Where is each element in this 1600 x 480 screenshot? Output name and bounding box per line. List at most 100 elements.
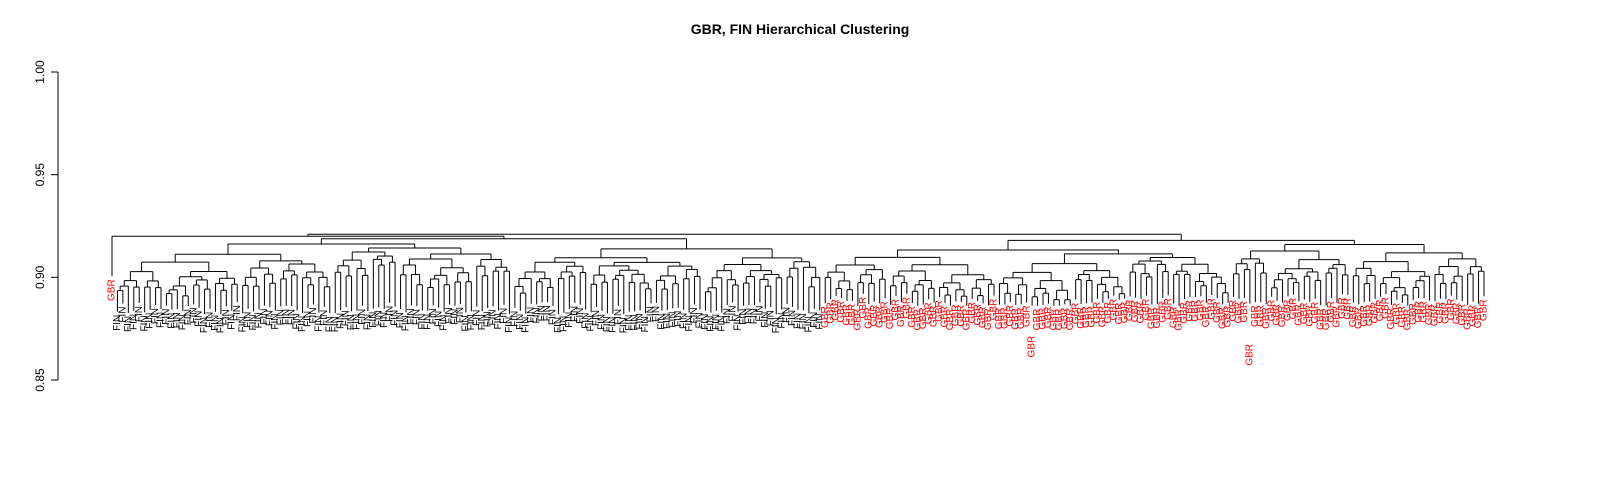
leaf-label: FIN	[401, 315, 412, 331]
leaf-label: FIN	[814, 314, 825, 330]
leaf-label: GBR	[994, 308, 1005, 330]
leaf-label: FIN	[444, 307, 455, 323]
leaf-label: FIN	[384, 306, 395, 322]
leaf-label: GBR	[1027, 336, 1038, 358]
leaf-label: FIN	[624, 315, 635, 331]
leaf-label: FIN	[254, 312, 265, 328]
leaf-label: GBR	[1032, 309, 1043, 331]
leaf-label: FIN	[776, 313, 787, 329]
leaf-label: GBR	[978, 306, 989, 328]
leaf-label: GBR	[1103, 302, 1114, 324]
y-tick-label: 1.00	[33, 60, 47, 84]
leaf-label: FIN	[335, 313, 346, 329]
leaf-label: GBR	[825, 302, 836, 324]
leaf-label: FIN	[199, 317, 210, 333]
leaf-label: GBR	[1245, 344, 1256, 366]
leaf-label: GBR	[1299, 303, 1310, 325]
y-axis: 0.85 0.90 0.95 1.00	[33, 60, 59, 392]
leaf-label: FIN	[765, 310, 776, 326]
leaf-label: GBR	[923, 302, 934, 324]
leaf-label: FIN	[526, 307, 537, 323]
leaf-label: GBR	[858, 297, 869, 319]
leaf-label: GBR	[1065, 309, 1076, 331]
leaf-label: FIN	[428, 308, 439, 324]
leaf-label: GBR	[1392, 303, 1403, 325]
leaf-label: FIN	[646, 306, 657, 322]
leaf-label: GBR	[1043, 307, 1054, 329]
leaf-label: GBR	[1397, 306, 1408, 328]
leaf-label: FIN	[297, 316, 308, 332]
leaf-label: GBR	[1441, 302, 1452, 324]
leaf-label: GBR	[1206, 298, 1217, 320]
leaf-label: GBR	[1049, 309, 1060, 331]
leaf-label: FIN	[744, 308, 755, 324]
leaf-label: GBR	[107, 279, 118, 301]
leaf-label: FIN	[537, 305, 548, 321]
leaf-label: GBR	[1294, 304, 1305, 326]
leaf-label: FIN	[237, 316, 248, 332]
leaf-label: FIN	[150, 308, 161, 324]
chart-title: GBR, FIN Hierarchical Clustering	[691, 21, 910, 37]
leaf-label: FIN	[722, 308, 733, 324]
leaf-label: GBR	[1473, 307, 1484, 329]
leaf-label: GBR	[1479, 299, 1490, 321]
leaf-label: FIN	[580, 313, 591, 329]
leaf-label: FIN	[542, 305, 553, 321]
leaf-label: GBR	[1234, 302, 1245, 324]
leaf-label: FIN	[439, 315, 450, 331]
leaf-label: FIN	[406, 308, 417, 324]
leaf-label: FIN	[673, 311, 684, 327]
leaf-label: GBR	[1196, 299, 1207, 321]
leaf-label: FIN	[531, 307, 542, 323]
leaf-label: GBR	[1343, 298, 1354, 320]
leaf-label: FIN	[629, 314, 640, 330]
leaf-label: GBR	[1163, 298, 1174, 320]
leaf-label: FIN	[275, 309, 286, 325]
leaf-label: FIN	[499, 308, 510, 324]
leaf-label: FIN	[706, 316, 717, 332]
leaf-label: GBR	[972, 304, 983, 326]
leaf-label: GBR	[967, 302, 978, 324]
leaf-label: FIN	[455, 307, 466, 323]
leaf-label: GBR	[1381, 297, 1392, 319]
leaf-label: GBR	[1054, 309, 1065, 331]
dendrogram-links	[111, 233, 1485, 315]
leaf-label: GBR	[1250, 305, 1261, 327]
leaf-label: GBR	[1190, 300, 1201, 322]
leaf-label: FIN	[809, 312, 820, 328]
leaf-label: GBR	[1451, 303, 1462, 325]
leaf-label: FIN	[716, 316, 727, 332]
leaf-label: GBR	[1141, 299, 1152, 321]
leaf-label: FIN	[177, 314, 188, 330]
leaf-label: FIN	[684, 316, 695, 332]
leaf-label: FIN	[265, 310, 276, 326]
leaf-label: FIN	[488, 309, 499, 325]
leaf-label: GBR	[940, 306, 951, 328]
leaf-label: FIN	[221, 309, 232, 325]
leaf-label: GBR	[880, 301, 891, 323]
y-tick-label: 0.90	[33, 265, 47, 289]
leaf-label: FIN	[112, 315, 123, 331]
leaf-label: FIN	[471, 310, 482, 326]
leaf-label: FIN	[433, 311, 444, 327]
leaf-label: GBR	[929, 305, 940, 327]
leaf-label: GBR	[1185, 300, 1196, 322]
leaf-label: FIN	[210, 315, 221, 331]
leaf-label: FIN	[771, 317, 782, 333]
leaf-label: FIN	[232, 305, 243, 321]
leaf-label: FIN	[515, 314, 526, 330]
leaf-label: GBR	[1375, 300, 1386, 322]
leaf-label: GBR	[1147, 307, 1158, 329]
leaf-label: GBR	[1168, 306, 1179, 328]
leaf-label: FIN	[118, 307, 129, 323]
leaf-label: FIN	[782, 307, 793, 323]
leaf-label: FIN	[417, 314, 428, 330]
leaf-label: FIN	[548, 309, 559, 325]
leaf-label: GBR	[1462, 308, 1473, 330]
y-tick-label: 0.85	[33, 368, 47, 392]
leaf-label: GBR	[1098, 306, 1109, 328]
leaf-label: FIN	[689, 307, 700, 323]
leaf-label: GBR	[1353, 307, 1364, 329]
leaf-label: GBR	[820, 306, 831, 328]
leaf-label: FIN	[194, 311, 205, 327]
